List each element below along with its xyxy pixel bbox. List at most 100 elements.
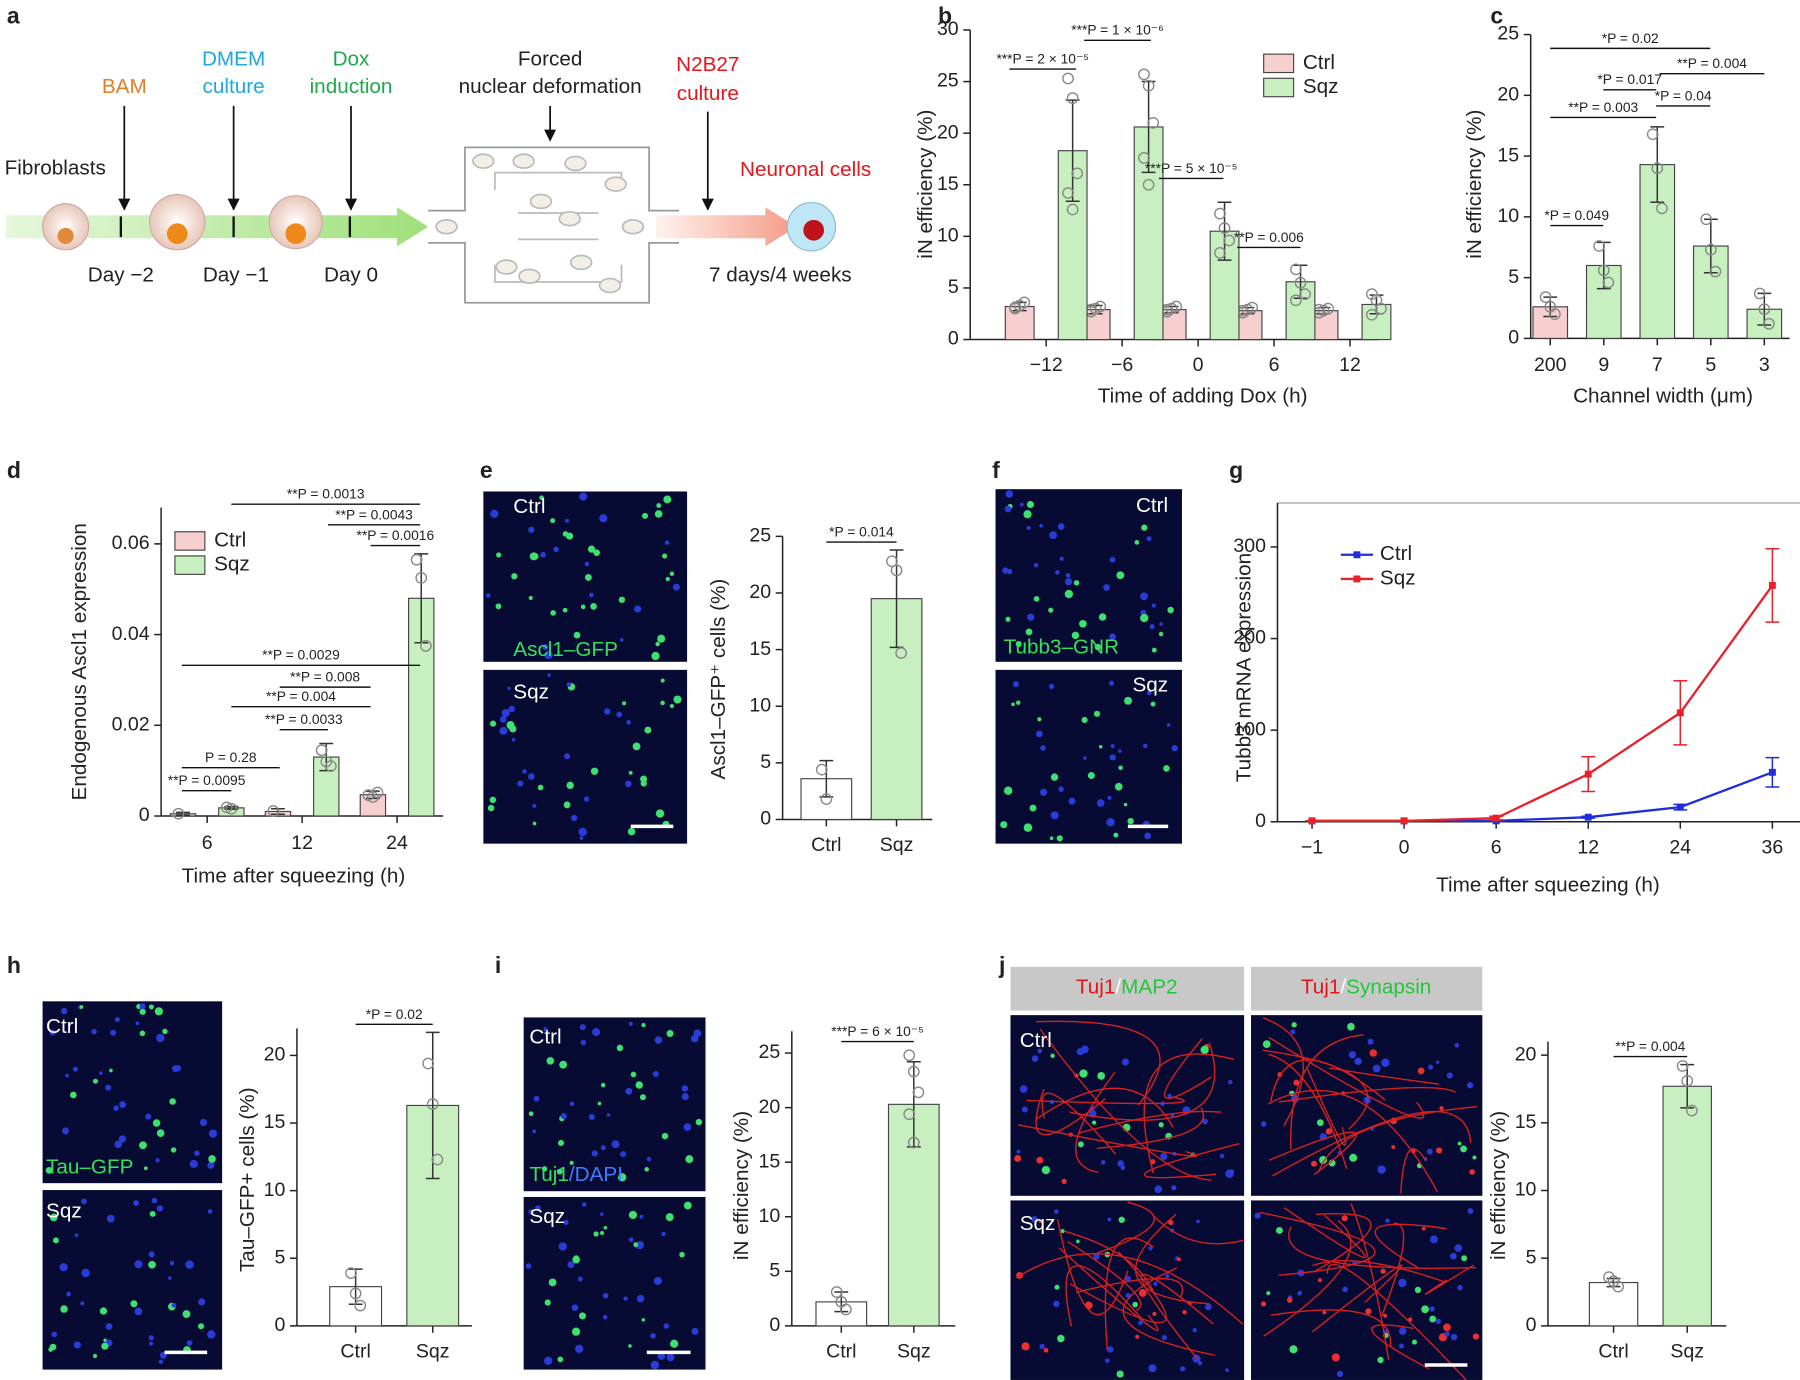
neurite (1262, 1017, 1304, 1127)
p-value: ***P = 6 × 10⁻⁵ (831, 1023, 924, 1039)
cell-dot (1151, 647, 1157, 653)
cell-dot (1037, 1048, 1043, 1054)
cell-dot (590, 767, 599, 775)
neurite (1371, 1324, 1430, 1370)
cell-dot (1385, 1218, 1390, 1223)
cell-dot (65, 1073, 69, 1078)
data-point (1290, 294, 1302, 307)
neurite (1290, 1034, 1364, 1150)
cell-dot (661, 1132, 669, 1140)
y-tick-label: 25 (1497, 23, 1519, 45)
neurite (1035, 1087, 1174, 1128)
cell-dot (1104, 1358, 1110, 1363)
cell-dot (1061, 1178, 1067, 1185)
cell-dot (1109, 680, 1114, 686)
cell-dot (1140, 592, 1148, 601)
cell-dot (1196, 1219, 1200, 1224)
cell-dot (1391, 1145, 1396, 1149)
step-label: DMEM (202, 47, 265, 70)
cell-dot (537, 784, 544, 791)
cell-dot (1171, 745, 1178, 752)
x-tick-label: 0 (1399, 836, 1410, 858)
y-tick-label: 100 (1233, 718, 1266, 740)
cell-dot (1049, 836, 1054, 841)
cell-dot (199, 1118, 208, 1127)
cell-dot (207, 1330, 216, 1339)
marker (1768, 768, 1776, 776)
cell-dot (490, 509, 499, 518)
cell-dot (550, 610, 556, 616)
cell-dot (544, 650, 553, 660)
x-tick-label: 12 (1339, 354, 1361, 376)
cell-dot (1342, 1286, 1348, 1293)
y-axis-label: iN efficiency (%) (730, 1111, 753, 1260)
y-tick-label: 10 (937, 225, 959, 247)
cell-dot (81, 1198, 87, 1205)
data-point (1704, 243, 1717, 256)
cell-dot (611, 1140, 620, 1149)
cell-dot (1031, 1055, 1039, 1062)
y-tick-label: 5 (1508, 266, 1519, 288)
cell-dot (646, 1156, 652, 1162)
cell-dot (485, 593, 491, 598)
cell-dot (1289, 1345, 1298, 1354)
cell-dot (59, 1263, 68, 1272)
data-point (419, 640, 432, 652)
cell-dot (625, 1087, 633, 1095)
neurite (1307, 1068, 1347, 1147)
cell-dot (603, 1225, 608, 1230)
cell-dot (1127, 817, 1134, 825)
cell-dot (1380, 1268, 1386, 1274)
data-point (1223, 234, 1236, 247)
cell-dot (152, 1119, 161, 1127)
cell-dot (587, 545, 596, 553)
header-box (1010, 966, 1245, 1011)
nucleus (285, 223, 307, 245)
data-point (315, 744, 328, 757)
cell-dot (1033, 596, 1040, 602)
marker (1768, 581, 1776, 589)
diagram: BAM DMEM culture Dox induction Forced nu… (5, 47, 871, 304)
cell-dot (74, 1233, 79, 1238)
cell-dot (542, 643, 549, 651)
cell-dot (1443, 1323, 1451, 1332)
y-tick-label: 15 (749, 638, 771, 660)
panel-letter: i (495, 952, 501, 978)
neurite (1317, 1106, 1477, 1173)
day-label: Day −2 (88, 264, 154, 287)
y-tick-label: 300 (1233, 535, 1266, 557)
cell-dot (1204, 1303, 1212, 1311)
x-tick-label: 3 (1759, 354, 1770, 376)
cell-dot (1322, 1310, 1327, 1315)
panel-letter: d (7, 457, 21, 483)
cell-dot (556, 1168, 563, 1175)
y-tick-label: 15 (1497, 144, 1519, 166)
bar (1662, 1085, 1712, 1327)
scale-bars (164, 824, 1468, 1367)
cell-dot (1064, 589, 1074, 599)
cell-dot (1019, 502, 1024, 507)
cell-dot (641, 1318, 646, 1322)
y-tick-label: 0.06 (112, 532, 150, 554)
neurite (1381, 1222, 1405, 1316)
cell-dot (66, 1291, 71, 1297)
cell-dot (592, 1028, 601, 1037)
cell-dot (1079, 1069, 1088, 1078)
cell-dot (1103, 584, 1110, 591)
cell-dot (1109, 633, 1116, 641)
cell-dot (528, 1111, 534, 1117)
panel-letter: c (1490, 2, 1503, 28)
cell-dot (1408, 1317, 1413, 1322)
neurite (1152, 1214, 1244, 1245)
x-tick-label: −12 (1030, 354, 1063, 376)
cell-dot (1116, 571, 1125, 580)
cell-dot (1134, 540, 1140, 545)
cell-dot (70, 1091, 77, 1099)
cell-dot (616, 1044, 624, 1052)
cell-dot (1142, 743, 1148, 749)
cell-dot (532, 1129, 537, 1134)
data-point (1375, 302, 1387, 315)
cell-dot (657, 634, 666, 643)
cell-dot (557, 1139, 565, 1146)
